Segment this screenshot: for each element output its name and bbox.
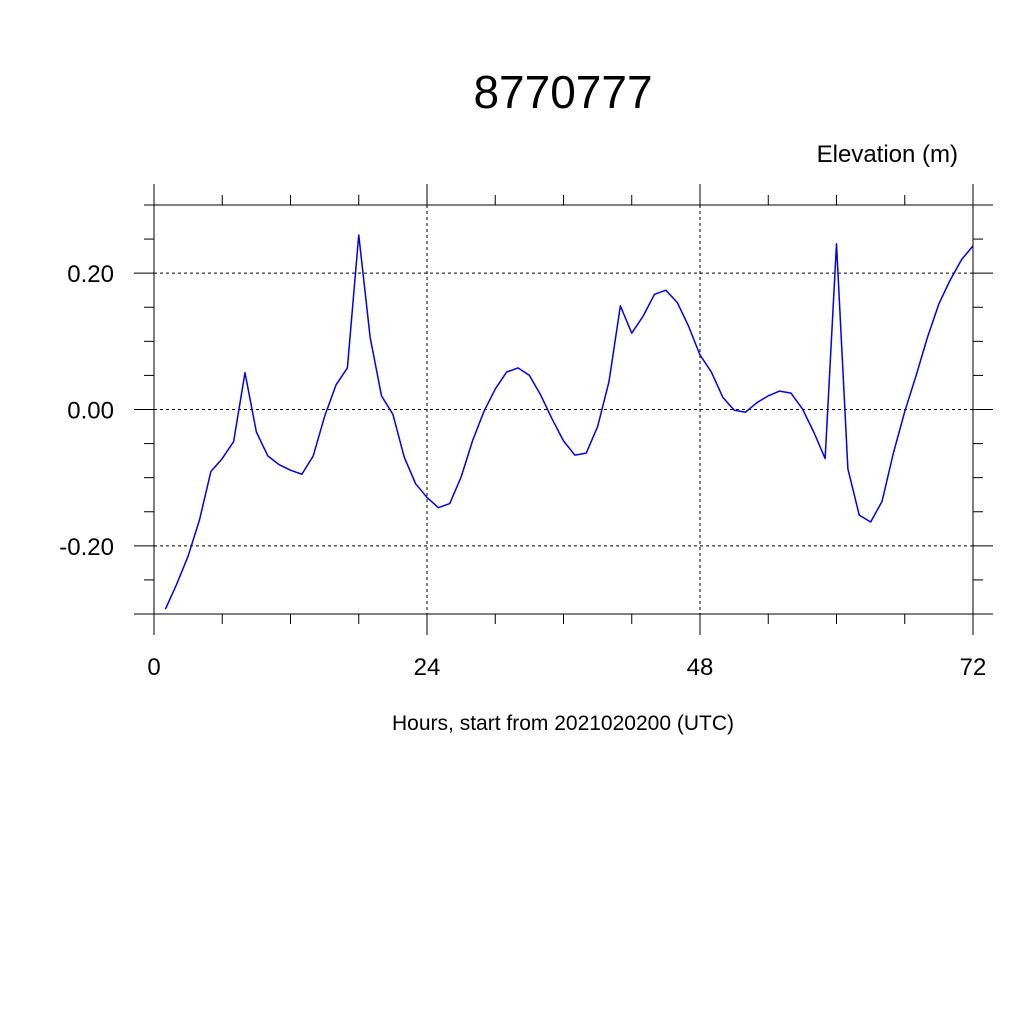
data-series [164, 234, 974, 610]
x-axis-label: Hours, start from 2021020200 (UTC) [392, 712, 734, 735]
unit-label: Elevation (m) [817, 141, 958, 168]
grid-lines [154, 205, 973, 614]
y-tick-label: 0.00 [67, 398, 114, 425]
y-tick-label: 0.20 [67, 261, 114, 288]
plot-frame [134, 184, 993, 635]
x-tick-label: 48 [687, 654, 714, 681]
y-tick-label: -0.20 [59, 534, 114, 561]
x-tick-label: 24 [414, 654, 441, 681]
series-line [164, 234, 974, 610]
tick-labels: 0 24 48 72 -0.20 0.00 0.20 [59, 261, 986, 681]
x-tick-label: 72 [960, 654, 987, 681]
chart-title: 8770777 [473, 66, 652, 118]
x-tick-label: 0 [147, 654, 160, 681]
